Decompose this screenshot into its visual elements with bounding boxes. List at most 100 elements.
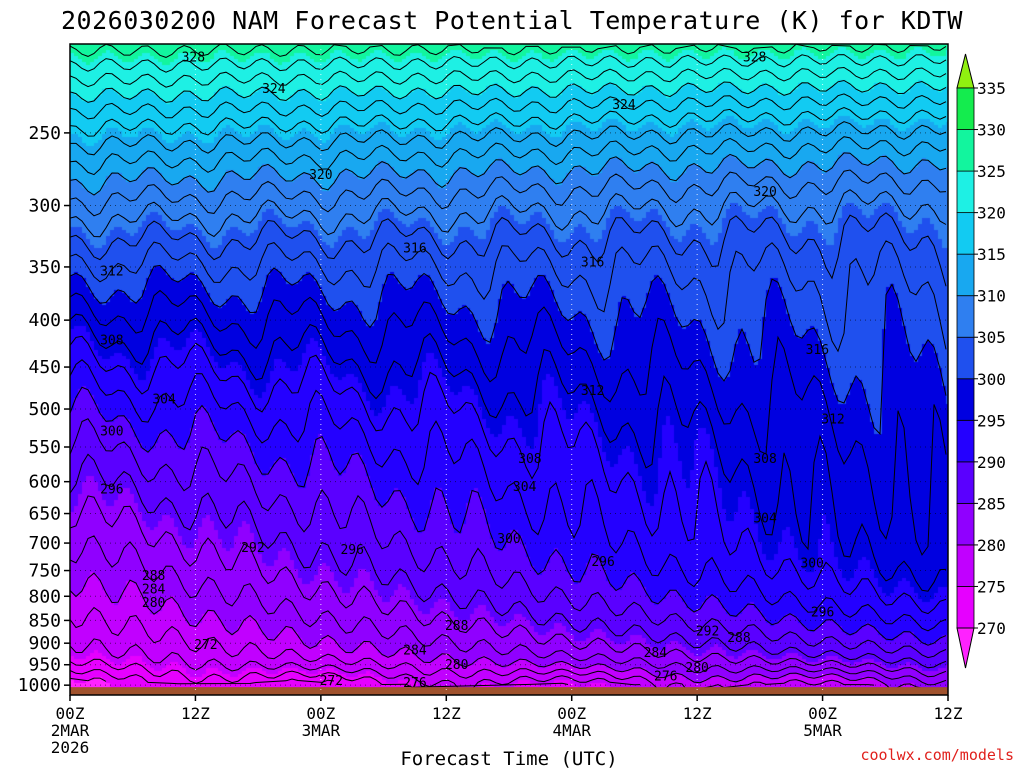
colorbar-label: 270 <box>977 619 1006 638</box>
contour-line <box>69 386 947 646</box>
contour-line <box>69 66 947 88</box>
contour-label: 316 <box>581 255 604 270</box>
x-tick-label: 00Z <box>557 704 586 723</box>
colorbar-swatch <box>956 87 975 130</box>
colorbar-label: 290 <box>977 453 1006 472</box>
contour-label: 284 <box>644 646 668 661</box>
colorbar-swatch <box>956 129 975 172</box>
y-tick-label: 550 <box>28 437 61 458</box>
colorbar-label: 305 <box>977 328 1006 347</box>
contour-label: 288 <box>142 569 165 584</box>
x-tick-label: 5MAR <box>803 721 842 740</box>
contour-label: 308 <box>753 452 776 467</box>
contour-line <box>69 335 947 615</box>
contour-line <box>69 669 335 685</box>
colorbar-label: 285 <box>977 494 1006 513</box>
x-tick-label: 00Z <box>56 704 85 723</box>
y-tick-label: 900 <box>28 633 61 654</box>
x-tick-label: 12Z <box>683 704 712 723</box>
contour-line <box>69 535 947 686</box>
x-tick-label: 3MAR <box>302 721 341 740</box>
colorbar: 270 275 280 285 290 295 300 305 310 315 320 325 330 3… <box>956 53 1006 669</box>
colorbar-label: 275 <box>977 577 1006 596</box>
y-tick-label: 650 <box>28 504 61 525</box>
contour-line <box>69 106 947 137</box>
credit-link[interactable]: coolwx.com/models <box>860 746 1014 764</box>
contour-label: 320 <box>753 185 776 200</box>
contour-label: 328 <box>743 51 766 66</box>
y-tick-label: 450 <box>28 357 61 378</box>
x-tick-label: 12Z <box>432 704 461 723</box>
contour-line <box>69 152 947 196</box>
contour-lines <box>69 43 947 695</box>
contour-label: 320 <box>309 168 332 183</box>
colorbar-arrow-top <box>956 53 975 89</box>
y-tick-label: 1000 <box>18 675 61 696</box>
contour-label: 276 <box>654 669 677 684</box>
x-tick-label: 2026 <box>51 738 90 757</box>
contour-label: 284 <box>142 583 166 598</box>
y-tick-label: 850 <box>28 610 61 631</box>
contour-line <box>69 169 947 217</box>
colorbar-label: 330 <box>977 121 1006 140</box>
contour-line <box>69 658 569 688</box>
contour-label: 288 <box>727 631 750 646</box>
contour-label: 304 <box>753 511 777 526</box>
contour-line <box>69 93 947 120</box>
x-tick-label: 00Z <box>808 704 837 723</box>
plot-frame <box>69 43 949 696</box>
contour-label: 328 <box>182 51 205 66</box>
contour-label: 280 <box>445 658 468 673</box>
y-axis: 2503003504004505005506006507007508008509… <box>18 123 70 696</box>
colorbar-swatch <box>956 461 975 504</box>
y-tick-label: 950 <box>28 655 61 676</box>
contour-label: 300 <box>100 424 123 439</box>
colorbar-label: 335 <box>977 79 1006 98</box>
chart-title: 2026030200 NAM Forecast Potential Temper… <box>61 6 963 35</box>
contour-label: 280 <box>142 596 165 611</box>
contour-line <box>69 43 947 58</box>
colorbar-swatch <box>956 378 975 421</box>
contour-label: 276 <box>403 676 426 691</box>
colorbar-label: 295 <box>977 411 1006 430</box>
contour-label: 296 <box>811 605 834 620</box>
contour-line <box>70 121 947 156</box>
contour-label: 280 <box>685 661 708 676</box>
contour-label: 296 <box>100 483 123 498</box>
colorbar-swatch <box>956 170 975 214</box>
contour-line <box>69 212 947 287</box>
x-tick-label: 00Z <box>306 704 335 723</box>
contour-label: 312 <box>581 384 604 399</box>
surface-ground <box>70 687 948 695</box>
colorbar-label: 325 <box>977 162 1006 181</box>
y-tick-label: 600 <box>28 472 61 493</box>
colorbar-swatch <box>956 502 975 546</box>
contour-label: 312 <box>100 264 123 279</box>
contour-line <box>69 189 947 238</box>
contour-label: 308 <box>518 452 541 467</box>
x-tick-label: 4MAR <box>552 721 591 740</box>
colorbar-swatch <box>956 586 975 629</box>
contour-label: 272 <box>320 674 343 689</box>
contour-label: 316 <box>403 241 426 256</box>
x-tick-label: 12Z <box>181 704 210 723</box>
contour-line <box>69 240 947 353</box>
y-tick-label: 250 <box>28 123 61 144</box>
colorbar-swatch <box>956 544 975 587</box>
contour-line <box>69 289 947 556</box>
contour-label: 308 <box>100 334 123 349</box>
contour-labels: 328 328 324 324 320 320 316 316 316 312 312 312 308 3… <box>100 51 845 691</box>
contour-line <box>69 677 107 682</box>
colorbar-swatch <box>956 212 975 255</box>
contour-label: 292 <box>696 625 719 640</box>
contour-label: 272 <box>194 638 217 653</box>
contour-label: 324 <box>262 82 286 97</box>
x-tick-label: 12Z <box>934 704 963 723</box>
field-fill <box>70 44 948 695</box>
contour-label: 296 <box>340 543 363 558</box>
contour-label: 304 <box>513 480 537 495</box>
y-tick-label: 750 <box>28 561 61 582</box>
y-tick-label: 500 <box>28 399 61 420</box>
